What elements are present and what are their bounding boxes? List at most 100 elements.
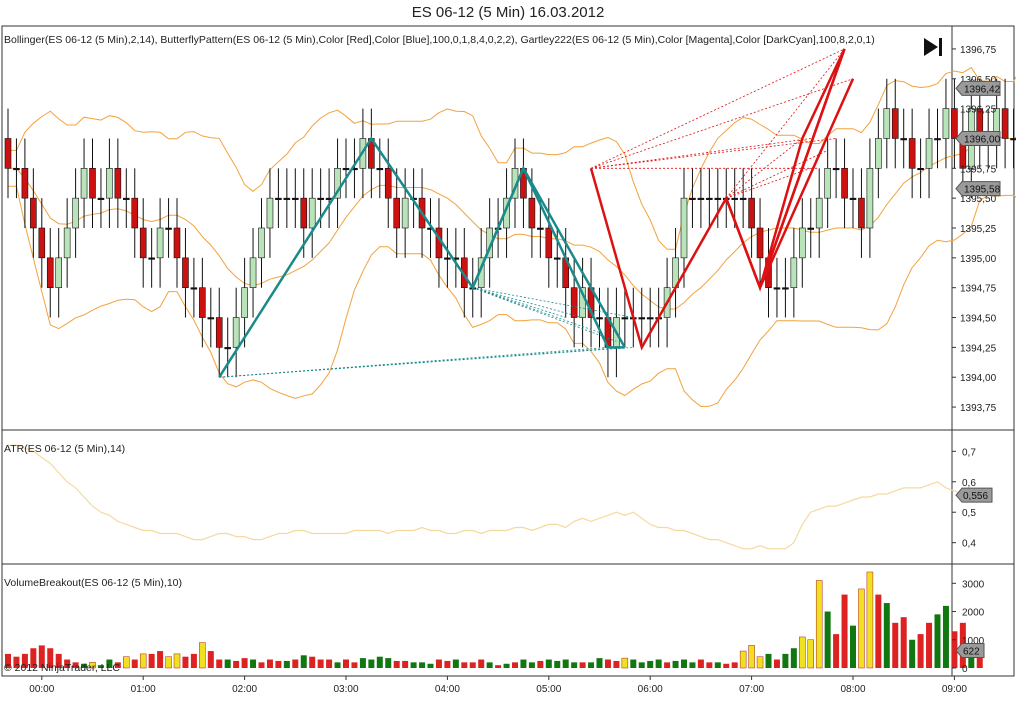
volume-bar — [824, 611, 831, 668]
volume-bar — [697, 659, 704, 668]
candle — [4, 138, 12, 169]
volume-bar — [385, 658, 392, 668]
volume-bar — [723, 663, 730, 668]
volume-bar — [419, 662, 426, 668]
candle — [190, 287, 198, 290]
volume-bar — [655, 659, 662, 668]
volume-bar — [275, 660, 282, 668]
candle — [790, 257, 798, 288]
pattern-fan-line-bearish — [591, 138, 837, 169]
candle — [638, 317, 646, 320]
volume-bar — [326, 659, 333, 668]
time-tick-label: 02:00 — [232, 684, 257, 695]
candle — [300, 197, 308, 229]
volume-bar — [512, 662, 518, 668]
pattern-zigzag-bearish-2 — [725, 48, 855, 292]
volume-bar — [664, 662, 671, 668]
candle — [13, 168, 20, 171]
candle — [291, 197, 299, 200]
volume-bar — [495, 665, 502, 668]
volume-bar — [300, 655, 307, 668]
price-marker-label: 1396,00 — [964, 134, 1001, 145]
volume-bar — [114, 662, 121, 668]
candle — [46, 257, 54, 288]
candle — [89, 168, 96, 199]
volume-bar — [621, 657, 629, 669]
candle — [646, 317, 654, 320]
candle — [807, 227, 815, 230]
pattern-fan-line-bearish-2 — [726, 167, 811, 199]
candle — [951, 108, 958, 139]
candle — [21, 168, 29, 199]
volume-bar — [537, 660, 544, 668]
volume-bar — [799, 636, 806, 669]
candle — [875, 138, 882, 169]
volume-bar — [224, 659, 231, 668]
candle — [849, 197, 857, 200]
candle — [621, 317, 629, 320]
candle — [30, 197, 37, 229]
price-tick-label: 1395,00 — [960, 254, 997, 265]
time-tick-label: 05:00 — [536, 684, 561, 695]
volume-bar — [139, 653, 147, 669]
price-marker-label: 1395,58 — [964, 185, 1001, 196]
volume-bar — [351, 662, 358, 668]
volume-bar — [773, 659, 780, 668]
volume-bar — [30, 648, 37, 668]
candle — [545, 227, 553, 259]
volume-bar — [714, 662, 721, 668]
candle — [570, 287, 578, 318]
volume-bar — [452, 659, 459, 668]
candle — [55, 257, 63, 288]
go-to-end-icon[interactable] — [924, 38, 942, 56]
candle — [97, 197, 105, 200]
candle — [139, 227, 147, 259]
atr-marker — [955, 487, 993, 503]
volume-bar — [5, 653, 11, 668]
copyright-label: © 2012 NinjaTrader, LLC — [4, 662, 120, 674]
candle — [258, 227, 265, 259]
bollinger-upper — [8, 66, 1016, 250]
volume-bar — [976, 651, 983, 668]
volume-bar — [207, 651, 214, 668]
pattern-fan-line-bullish-2 — [472, 287, 600, 333]
volume-bar — [503, 663, 510, 668]
candle — [393, 197, 401, 229]
volume-bar — [241, 658, 248, 668]
candle — [173, 227, 181, 259]
volume-bar — [841, 594, 848, 668]
atr-series — [8, 444, 964, 550]
candle — [232, 317, 240, 348]
candle — [1010, 138, 1016, 141]
volume-bar — [782, 653, 789, 668]
candle — [528, 197, 536, 229]
candle — [841, 168, 848, 199]
chart-title: ES 06-12 (5 Min) 16.03.2012 — [411, 4, 605, 21]
volume-bar — [866, 571, 874, 669]
candle — [934, 138, 941, 141]
volume-bar — [545, 659, 552, 668]
candle — [866, 168, 874, 229]
volume-marker — [955, 642, 985, 658]
price-marker — [955, 80, 1001, 96]
candle — [537, 227, 544, 230]
volume-bar — [410, 662, 417, 668]
volume-bar — [283, 660, 290, 668]
volume-bar — [182, 656, 189, 668]
candle — [444, 257, 451, 260]
volume-bars — [5, 571, 983, 669]
candle — [891, 108, 899, 139]
pattern-fan-line-bearish-2 — [726, 138, 803, 199]
volume-bar — [173, 653, 181, 669]
price-tick-label: 1394,00 — [960, 373, 997, 384]
candle — [900, 138, 908, 141]
volume-bar — [444, 660, 451, 668]
volume-bar — [13, 656, 20, 668]
candle — [342, 168, 350, 171]
volume-bar — [393, 660, 400, 668]
volume-bar — [807, 639, 814, 669]
volume-bar — [258, 662, 265, 668]
price-tick-label: 1395,25 — [960, 224, 997, 235]
pattern-fan-line-bullish-2 — [472, 287, 617, 342]
